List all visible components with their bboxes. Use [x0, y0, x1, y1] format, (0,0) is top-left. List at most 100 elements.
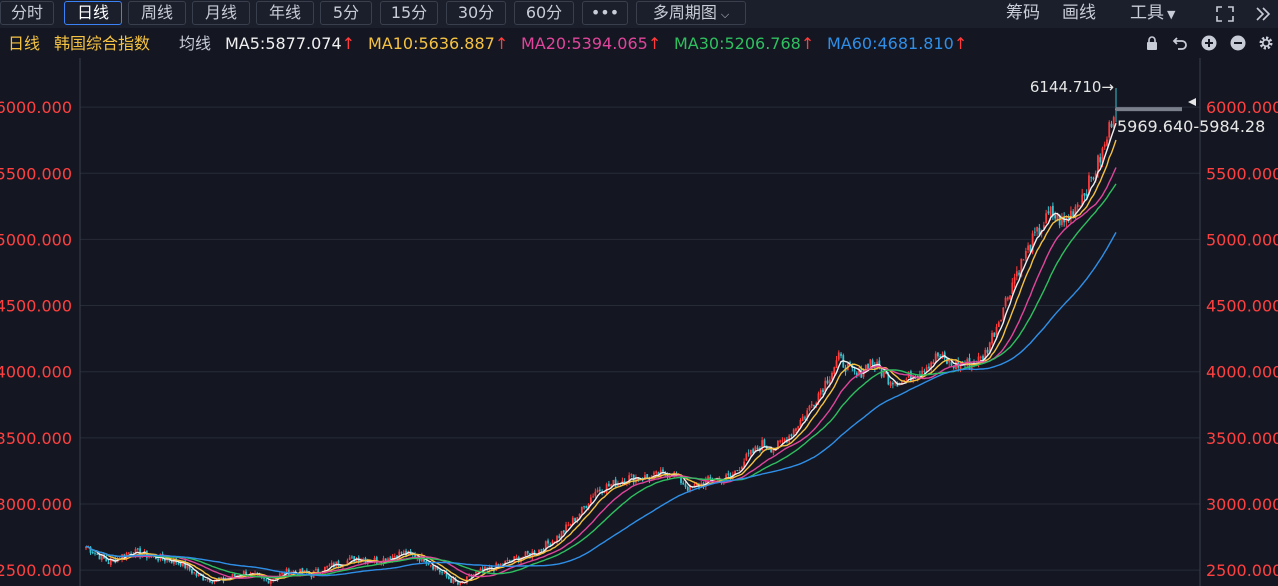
candle-body — [605, 484, 608, 493]
candle-body — [853, 369, 856, 372]
draw-line-button[interactable]: 画线 — [1062, 3, 1096, 23]
undo-icon[interactable] — [1172, 35, 1188, 51]
ma-label[interactable]: 均线 — [179, 34, 212, 53]
candle-body — [995, 326, 998, 336]
fullscreen-icon[interactable] — [1214, 4, 1236, 24]
candle-body — [1090, 177, 1093, 179]
candle-body — [923, 370, 926, 372]
candle-body — [170, 561, 173, 564]
chips-button[interactable]: 筹码 — [1006, 3, 1040, 23]
candle-body — [339, 565, 342, 567]
tab-4[interactable]: 年线 — [256, 1, 314, 25]
zoom-in-icon[interactable] — [1201, 35, 1217, 51]
candle-body — [749, 449, 752, 455]
candle-body — [163, 558, 166, 562]
candle-body — [1002, 307, 1005, 320]
candle-body — [1011, 282, 1014, 295]
candle-body — [578, 513, 581, 517]
candle-body — [452, 578, 455, 584]
tab-3[interactable]: 月线 — [192, 1, 250, 25]
candle-body — [655, 471, 658, 474]
candle-body — [598, 489, 601, 491]
candle-body — [330, 562, 333, 566]
y-tick-label-left: 4500.000 — [0, 297, 72, 316]
zoom-out-icon[interactable] — [1230, 35, 1246, 51]
ma-line-ma10 — [85, 139, 1117, 582]
candle-body — [858, 369, 860, 375]
candle-body — [905, 378, 908, 380]
candle-body — [1004, 297, 1007, 307]
tab-9[interactable]: ••• — [582, 1, 628, 25]
tab-1[interactable]: 日线 — [64, 1, 122, 25]
candle-body — [682, 482, 685, 485]
candle-body — [380, 564, 383, 565]
candle-body — [204, 579, 207, 581]
candle-body — [734, 470, 737, 475]
candle-body — [596, 489, 599, 492]
candle-body — [1024, 250, 1027, 259]
ma10-arrow: ↑ — [494, 34, 509, 53]
candle-body — [303, 570, 306, 573]
candle-body — [182, 560, 184, 566]
candle-body — [314, 569, 317, 571]
ma-line-ma30 — [85, 183, 1117, 579]
tab-10[interactable]: 多周期图 ⌵ — [636, 1, 746, 25]
candle-body — [438, 570, 441, 573]
ma-line-ma60 — [85, 232, 1117, 577]
candle-body — [833, 367, 836, 374]
candle-body — [278, 573, 281, 577]
candle-body — [1013, 277, 1016, 284]
candle-body — [362, 559, 365, 561]
gear-icon[interactable] — [1258, 35, 1274, 51]
tab-2[interactable]: 周线 — [128, 1, 186, 25]
ma20-arrow: ↑ — [647, 34, 662, 53]
candle-body — [704, 479, 707, 487]
tab-5[interactable]: 5分 — [320, 1, 372, 25]
candle-body — [939, 355, 942, 358]
tab-6[interactable]: 15分 — [380, 1, 438, 25]
expand-right-icon[interactable] — [1254, 5, 1272, 23]
ma30-text: MA30:5206.768 — [674, 34, 801, 53]
candle-body — [894, 382, 897, 384]
period-label: 日线 — [8, 34, 41, 53]
ma60-text: MA60:4681.810 — [827, 34, 954, 53]
candle-body — [515, 556, 518, 558]
candle-body — [646, 474, 649, 478]
tab-8[interactable]: 60分 — [514, 1, 574, 25]
candle-body — [585, 506, 588, 508]
candle-body — [254, 573, 256, 574]
lock-icon[interactable] — [1144, 35, 1160, 51]
candle-body — [740, 466, 743, 470]
candle-body — [813, 405, 815, 406]
candle-body — [565, 524, 567, 533]
candle-body — [783, 439, 786, 442]
candle-body — [686, 486, 689, 491]
tab-7[interactable]: 30分 — [446, 1, 506, 25]
candle-body — [635, 477, 637, 483]
candle-body — [220, 577, 223, 580]
candle-body — [508, 560, 511, 562]
candlestick-chart[interactable]: 2500.000 2500.000 3000.000 3000.000 3500.000… — [0, 58, 1278, 586]
candle-body — [644, 475, 646, 480]
candle-body — [188, 564, 191, 570]
candle-body — [745, 453, 748, 461]
candle-body — [1083, 193, 1086, 196]
candle-body — [1070, 210, 1072, 220]
candle-body — [574, 518, 576, 522]
tools-menu[interactable]: 工具 ▼ — [1130, 2, 1175, 26]
candle-body — [1031, 233, 1034, 253]
candle-body — [580, 506, 583, 514]
candle-body — [621, 480, 624, 483]
candle-body — [1065, 218, 1068, 223]
candle-body — [384, 558, 387, 562]
candle-body — [456, 582, 459, 585]
tab-label: 分时 — [10, 3, 43, 22]
candle-body — [982, 356, 984, 363]
tab-label: 日线 — [76, 3, 109, 22]
candle-body — [822, 389, 824, 393]
tab-0[interactable]: 分时 — [0, 1, 54, 25]
candle-body — [1027, 245, 1030, 251]
candle-body — [1079, 205, 1081, 207]
candle-body — [177, 562, 180, 564]
candle-body — [576, 517, 579, 521]
